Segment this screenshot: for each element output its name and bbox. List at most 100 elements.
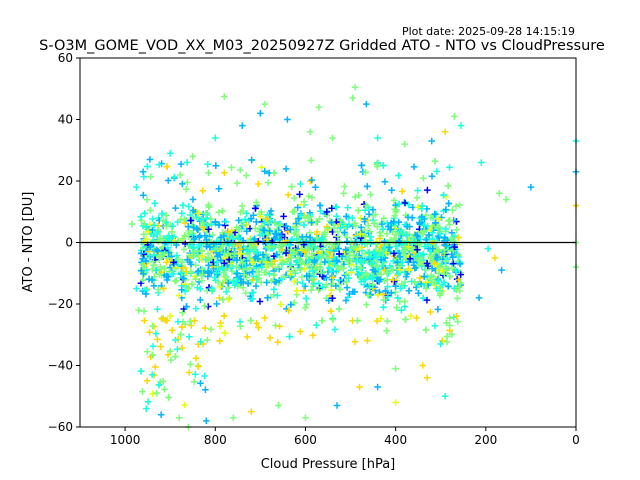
scatter-point bbox=[160, 285, 167, 292]
scatter-point bbox=[363, 301, 370, 308]
scatter-point bbox=[380, 214, 388, 222]
scatter-point bbox=[423, 374, 431, 382]
scatter-point bbox=[133, 285, 140, 292]
scatter-point bbox=[224, 295, 232, 303]
scatter-point bbox=[381, 254, 389, 262]
scatter-point bbox=[436, 230, 444, 238]
scatter-point bbox=[323, 223, 331, 231]
scatter-point bbox=[175, 256, 182, 263]
scatter-point bbox=[451, 243, 458, 251]
scatter-point bbox=[335, 250, 343, 258]
scatter-point bbox=[445, 200, 453, 207]
scatter-point bbox=[150, 258, 157, 266]
scatter-point bbox=[290, 267, 298, 274]
scatter-point bbox=[337, 217, 344, 224]
scatter-point bbox=[144, 348, 151, 355]
scatter-point bbox=[422, 278, 430, 286]
scatter-point bbox=[422, 285, 430, 292]
scatter-point bbox=[423, 260, 431, 267]
scatter-point bbox=[280, 213, 287, 220]
scatter-point bbox=[395, 218, 403, 226]
scatter-point bbox=[331, 261, 339, 268]
scatter-point bbox=[238, 202, 246, 210]
x-tick-label: 400 bbox=[384, 433, 407, 447]
scatter-point bbox=[374, 383, 381, 391]
scatter-point bbox=[213, 258, 221, 266]
scatter-point bbox=[299, 280, 307, 287]
scatter-point bbox=[413, 194, 421, 202]
scatter-point bbox=[294, 254, 302, 262]
scatter-point bbox=[157, 343, 164, 350]
scatter-point bbox=[164, 273, 172, 280]
scatter-point bbox=[166, 235, 173, 243]
scatter-point bbox=[431, 210, 439, 218]
scatter-point bbox=[328, 219, 335, 226]
scatter-point bbox=[342, 297, 350, 304]
scatter-point bbox=[258, 264, 265, 271]
scatter-point bbox=[256, 213, 264, 220]
scatter-point bbox=[357, 264, 365, 272]
scatter-point bbox=[146, 243, 154, 251]
scatter-point bbox=[142, 290, 150, 298]
scatter-point bbox=[435, 277, 442, 285]
scatter-point bbox=[135, 306, 142, 314]
scatter-point bbox=[142, 405, 150, 412]
scatter-point bbox=[395, 200, 403, 208]
scatter-point bbox=[207, 326, 215, 333]
scatter-point bbox=[329, 294, 336, 302]
plot-date: Plot date: 2025-09-28 14:15:19 bbox=[402, 25, 575, 38]
scatter-point bbox=[305, 213, 313, 221]
scatter-point bbox=[148, 371, 156, 379]
scatter-point bbox=[355, 192, 363, 199]
scatter-point bbox=[215, 221, 223, 229]
scatter-point bbox=[498, 266, 505, 274]
scatter-point bbox=[288, 236, 296, 243]
scatter-point bbox=[343, 238, 351, 245]
scatter-point bbox=[422, 326, 430, 334]
scatter-point bbox=[154, 336, 161, 343]
scatter-point bbox=[406, 255, 414, 263]
scatter-point bbox=[250, 211, 257, 219]
scatter-point bbox=[394, 294, 402, 302]
scatter-point bbox=[263, 215, 270, 223]
scatter-point bbox=[201, 232, 209, 240]
scatter-point bbox=[248, 156, 256, 164]
scatter-point bbox=[361, 226, 369, 234]
scatter-point bbox=[282, 249, 290, 257]
scatter-point bbox=[267, 260, 275, 267]
scatter-point bbox=[192, 305, 200, 312]
scatter-point bbox=[179, 201, 187, 209]
scatter-point bbox=[224, 228, 232, 236]
scatter-point bbox=[258, 222, 266, 230]
scatter-point bbox=[348, 245, 355, 252]
y-tick-label: −60 bbox=[48, 420, 73, 434]
scatter-point bbox=[250, 273, 257, 280]
scatter-point bbox=[369, 206, 377, 214]
scatter-point bbox=[346, 290, 353, 298]
scatter-point bbox=[356, 383, 363, 391]
scatter-point bbox=[210, 240, 218, 248]
scatter-point bbox=[240, 271, 248, 278]
scatter-point bbox=[225, 294, 233, 302]
scatter-point bbox=[195, 234, 203, 241]
scatter-point bbox=[180, 246, 188, 253]
scatter-point bbox=[239, 222, 246, 230]
scatter-point bbox=[391, 205, 398, 213]
scatter-point bbox=[324, 224, 331, 232]
scatter-point bbox=[452, 202, 460, 210]
scatter-point bbox=[187, 260, 195, 268]
scatter-point bbox=[284, 116, 291, 123]
scatter-point bbox=[205, 262, 212, 269]
scatter-point bbox=[362, 238, 369, 246]
scatter-point bbox=[221, 329, 229, 337]
scatter-point bbox=[341, 271, 349, 279]
scatter-point bbox=[193, 225, 201, 232]
y-tick-label: −40 bbox=[48, 359, 73, 373]
scatter-point bbox=[146, 253, 154, 261]
scatter-point bbox=[300, 221, 308, 229]
scatter-point bbox=[442, 242, 450, 249]
scatter-point bbox=[228, 164, 235, 171]
scatter-point bbox=[257, 110, 264, 117]
scatter-point bbox=[453, 313, 460, 320]
scatter-point bbox=[174, 318, 182, 326]
